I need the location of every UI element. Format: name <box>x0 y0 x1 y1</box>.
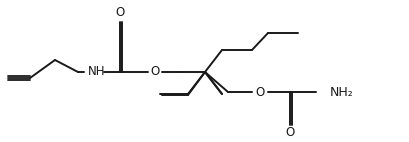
Text: NH: NH <box>88 65 105 79</box>
Text: O: O <box>150 65 159 79</box>
Text: O: O <box>115 6 124 18</box>
Text: O: O <box>285 127 294 139</box>
Text: NH₂: NH₂ <box>329 85 353 99</box>
Text: O: O <box>255 85 264 99</box>
